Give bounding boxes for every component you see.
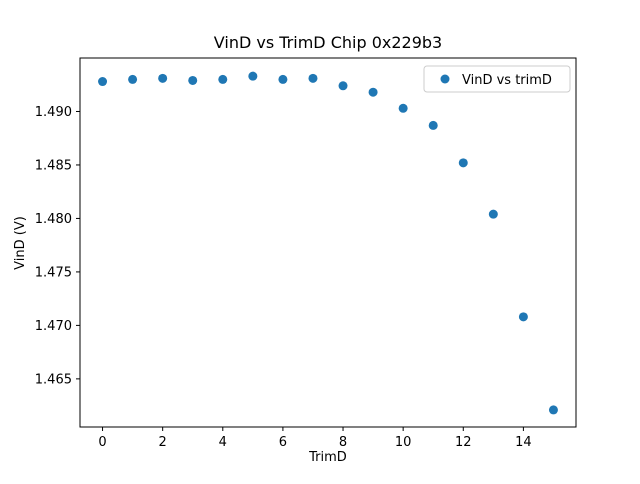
data-point [368, 87, 378, 97]
data-point [98, 77, 108, 87]
data-point [488, 209, 498, 219]
x-axis-ticks: 0 2 4 6 8 10 12 14 [98, 427, 532, 450]
x-tick-label: 12 [455, 435, 472, 450]
data-point [278, 74, 288, 84]
y-axis-label: VinD (V) [13, 216, 28, 270]
x-tick-label: 6 [279, 435, 287, 450]
data-point [128, 74, 138, 84]
data-point [458, 158, 468, 168]
data-point [398, 103, 408, 113]
data-point [338, 81, 348, 91]
data-point [548, 405, 558, 415]
y-tick-label: 1.485 [35, 158, 72, 173]
y-tick-label: 1.490 [35, 105, 72, 120]
x-tick-label: 14 [515, 435, 532, 450]
legend-marker-icon [440, 74, 450, 84]
data-point [158, 73, 168, 83]
x-tick-label: 10 [395, 435, 412, 450]
x-tick-label: 8 [339, 435, 347, 450]
data-point [248, 71, 258, 81]
x-tick-label: 0 [98, 435, 106, 450]
x-tick-label: 2 [159, 435, 167, 450]
chart-title: VinD vs TrimD Chip 0x229b3 [214, 33, 442, 52]
y-tick-label: 1.465 [35, 372, 72, 387]
scatter-series [98, 71, 558, 415]
data-point [188, 75, 198, 85]
legend: VinD vs trimD [423, 65, 571, 93]
y-tick-label: 1.480 [35, 212, 72, 227]
legend-box [423, 65, 571, 93]
y-tick-label: 1.475 [35, 265, 72, 280]
x-tick-label: 4 [219, 435, 227, 450]
y-tick-label: 1.470 [35, 319, 72, 334]
legend-label: VinD vs trimD [462, 73, 552, 88]
data-point [308, 73, 318, 83]
data-point [218, 74, 228, 84]
y-axis-ticks: 1.465 1.470 1.475 1.480 1.485 1.490 [35, 105, 80, 387]
data-point [518, 312, 528, 322]
data-point [428, 120, 438, 130]
plot-area [79, 57, 577, 428]
x-axis-label: TrimD [308, 450, 347, 465]
